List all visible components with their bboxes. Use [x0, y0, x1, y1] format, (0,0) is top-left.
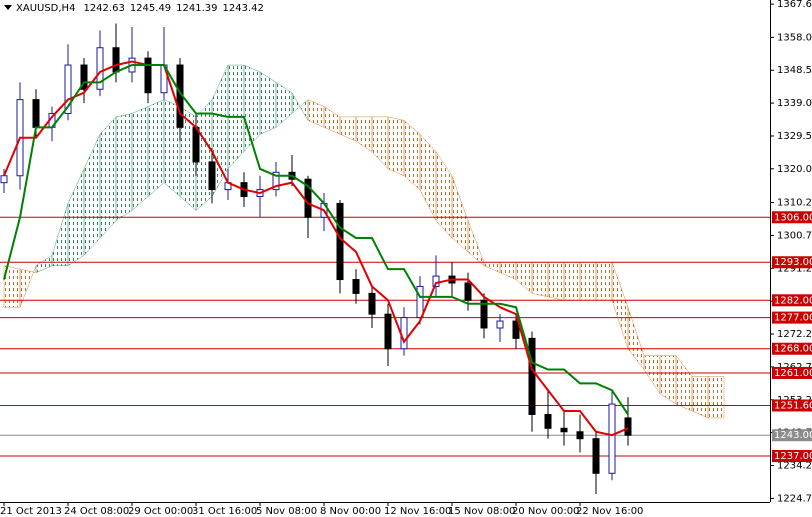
- candle-body: [480, 299, 488, 329]
- level-label-box: [772, 342, 812, 355]
- cloud-segment: [99, 116, 117, 239]
- x-tick-label: 15 Nov 08:00: [448, 506, 515, 517]
- candle-body: [96, 47, 104, 90]
- candle-body: [336, 202, 344, 281]
- cloud-segment: [259, 71, 277, 135]
- candle-body: [416, 285, 424, 319]
- cloud-segment: [131, 106, 149, 211]
- header: XAUUSD,H4 1242.63 1245.49 1241.39 1243.42: [16, 3, 264, 14]
- candle-body: [496, 320, 504, 329]
- candle-body: [512, 320, 520, 339]
- quote-value: 1243.42: [223, 3, 264, 14]
- candle-body: [576, 431, 584, 440]
- cloud-segment: [563, 262, 581, 301]
- level-label-box: [772, 449, 812, 462]
- y-tick-label: 1339.00: [777, 98, 812, 109]
- candle-body: [464, 282, 472, 301]
- level-label-box: [772, 211, 812, 224]
- candle-body: [592, 438, 600, 474]
- candle-body: [432, 275, 440, 287]
- y-tick-label: 1367.60: [777, 0, 812, 10]
- cloud-segment: [115, 113, 133, 222]
- y-tick-label: 1272.25: [777, 329, 812, 340]
- candle-body: [112, 47, 120, 73]
- quote-value: 1245.49: [130, 3, 171, 14]
- x-tick-label: 12 Nov 16:00: [384, 506, 451, 517]
- y-tick-label: 1300.75: [777, 230, 812, 241]
- y-tick-label: 1348.50: [777, 65, 812, 76]
- level-label-box: [772, 429, 812, 442]
- cloud-segment: [387, 116, 405, 177]
- y-tick-label: 1310.25: [777, 198, 812, 209]
- cloud-segment: [531, 262, 549, 298]
- x-tick-label: 5 Nov 08:00: [256, 506, 317, 517]
- candle-body: [544, 413, 552, 429]
- level-label: 1268.00: [774, 344, 812, 355]
- candle-body: [384, 313, 392, 350]
- level-label-box: [772, 311, 812, 324]
- candle-body: [64, 64, 72, 114]
- level-label: 1293.00: [774, 257, 812, 268]
- candle-body: [400, 317, 408, 350]
- plot-area: [0, 23, 770, 495]
- cloud-segment: [147, 99, 165, 197]
- x-tick-label: 21 Oct 2013: [0, 506, 62, 517]
- level-label: 1282.00: [774, 295, 812, 306]
- x-tick-label: 29 Oct 00:00: [128, 506, 193, 517]
- candle-body: [608, 403, 616, 474]
- y-tick-label: 1329.50: [777, 131, 812, 142]
- candle-body: [144, 57, 152, 94]
- quote-value: 1242.63: [83, 3, 124, 14]
- cloud-segment: [595, 262, 613, 301]
- x-tick-label: 20 Nov 00:00: [512, 506, 579, 517]
- level-label: 1277.00: [774, 313, 812, 324]
- candle-body: [560, 427, 568, 433]
- level-label: 1261.00: [774, 368, 812, 379]
- candle-body: [352, 279, 360, 294]
- cloud-segment: [579, 262, 597, 301]
- candle-body: [208, 161, 216, 191]
- candle-body: [272, 171, 280, 191]
- candle-body: [192, 126, 200, 163]
- candle-body: [32, 99, 40, 128]
- indicator-line: [3, 60, 629, 437]
- menu-triangle[interactable]: [4, 5, 12, 10]
- quote-value: 1241.39: [176, 3, 217, 14]
- x-tick-label: 8 Nov 00:00: [320, 506, 381, 517]
- level-label-box: [772, 366, 812, 379]
- level-label-box: [772, 294, 812, 307]
- x-tick-label: 24 Oct 08:00: [64, 506, 129, 517]
- y-tick-label: 1224.75: [777, 493, 812, 504]
- indicator-line: [3, 64, 629, 416]
- cloud-segment: [707, 376, 725, 419]
- cloud-segment: [547, 262, 565, 301]
- candle-body: [624, 417, 632, 436]
- symbol: XAUUSD,H4: [16, 3, 75, 14]
- level-label-box: [772, 399, 812, 412]
- candle-body: [80, 64, 88, 90]
- candle-body: [528, 337, 536, 415]
- cloud-segment: [691, 376, 709, 419]
- level-label: 1251.60: [774, 400, 812, 411]
- level-label: 1243.00: [774, 430, 812, 441]
- y-tick-label: 1320.00: [777, 164, 812, 175]
- candle-body: [0, 175, 8, 184]
- candle-body: [368, 292, 376, 315]
- level-label: 1237.00: [774, 451, 812, 462]
- y-tick-label: 1234.25: [777, 461, 812, 472]
- y-tick-label: 1358.00: [777, 32, 812, 43]
- y-tick-label: 1291.25: [777, 263, 812, 274]
- level-label-box: [772, 256, 812, 269]
- x-tick-label: 22 Nov 16:00: [576, 506, 643, 517]
- level-label: 1306.00: [774, 212, 812, 223]
- x-tick-label: 31 Oct 16:00: [192, 506, 257, 517]
